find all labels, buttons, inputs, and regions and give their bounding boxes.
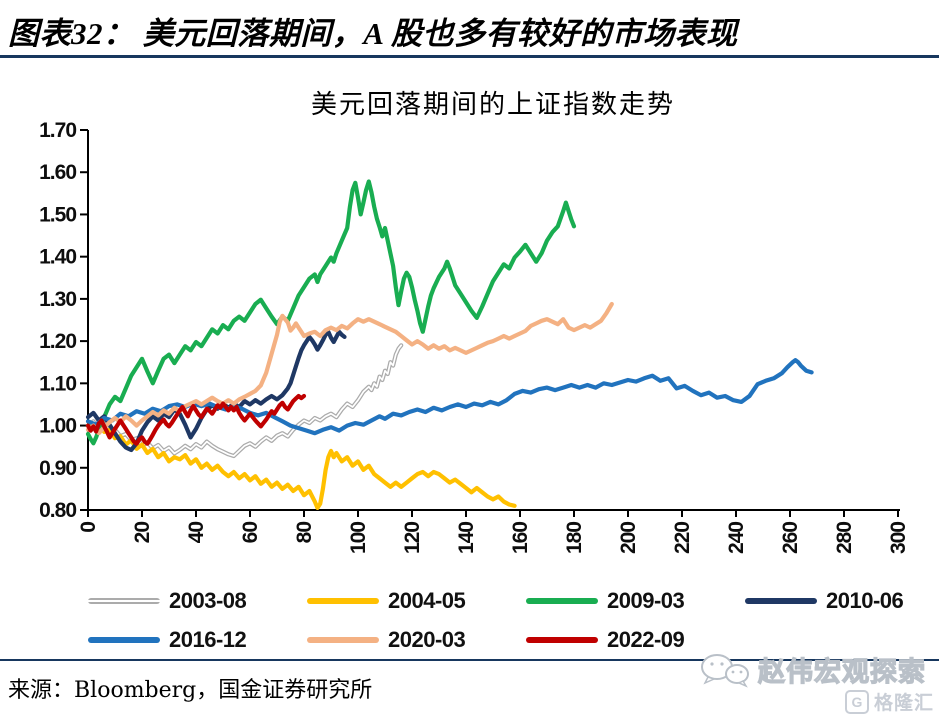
svg-text:40: 40	[185, 522, 208, 544]
chart-title: 美元回落期间的上证指数走势	[310, 90, 675, 120]
legend-label: 2016-12	[169, 627, 247, 652]
chart-legend: 2003-08 2004-05 2009-03 2010-06 2016-12 2020-…	[0, 588, 939, 658]
legend-swatch	[88, 598, 160, 604]
svg-text:20: 20	[131, 522, 154, 544]
svg-text:260: 260	[779, 522, 802, 554]
legend-item-2004-05: 2004-05	[307, 588, 466, 614]
svg-text:1.40: 1.40	[39, 246, 76, 269]
svg-text:0.80: 0.80	[39, 499, 76, 522]
legend-item-2020-03: 2020-03	[307, 627, 466, 653]
svg-text:1.10: 1.10	[39, 372, 76, 395]
legend-swatch	[526, 637, 598, 643]
legend-label: 2003-08	[169, 588, 247, 613]
legend-swatch	[745, 598, 817, 604]
legend-label: 2009-03	[607, 588, 685, 613]
svg-text:240: 240	[725, 522, 748, 554]
watermark-badge: 赵伟宏观探索	[698, 650, 926, 689]
svg-text:1.30: 1.30	[39, 288, 76, 311]
svg-text:280: 280	[833, 522, 856, 554]
svg-text:100: 100	[347, 522, 370, 554]
svg-text:80: 80	[293, 522, 316, 544]
svg-text:160: 160	[509, 522, 532, 554]
wechat-icon	[701, 653, 749, 688]
legend-label: 2020-03	[388, 627, 466, 652]
legend-item-2022-09: 2022-09	[526, 627, 685, 653]
svg-text:1.20: 1.20	[39, 330, 76, 353]
legend-swatch	[307, 637, 379, 643]
svg-text:0.90: 0.90	[39, 457, 76, 480]
svg-text:0: 0	[77, 522, 100, 533]
page-title: 图表32： 美元回落期间，A 股也多有较好的市场表现	[8, 16, 738, 51]
legend-label: 2010-06	[826, 588, 904, 613]
svg-text:1.70: 1.70	[39, 119, 76, 142]
svg-text:60: 60	[239, 522, 262, 544]
svg-text:120: 120	[401, 522, 424, 554]
legend-item-2009-03: 2009-03	[526, 588, 685, 614]
gelonghui-icon: G	[845, 689, 869, 714]
legend-swatch	[526, 598, 598, 604]
svg-text:1.60: 1.60	[39, 161, 76, 184]
title-divider	[0, 55, 939, 58]
legend-item-2010-06: 2010-06	[745, 588, 904, 614]
legend-swatch	[88, 637, 160, 643]
source-note: 来源：Bloomberg，国金证券研究所	[8, 678, 373, 703]
svg-text:200: 200	[617, 522, 640, 554]
svg-text:140: 140	[455, 522, 478, 554]
gelonghui-logo: G 格隆汇	[845, 688, 934, 715]
svg-text:220: 220	[671, 522, 694, 554]
gelonghui-text: 格隆汇	[874, 693, 935, 714]
svg-text:300: 300	[887, 522, 910, 554]
legend-item-2003-08: 2003-08	[88, 588, 247, 614]
watermark-text: 赵伟宏观探索	[757, 656, 926, 687]
legend-label: 2022-09	[607, 627, 685, 652]
legend-swatch	[307, 598, 379, 604]
svg-text:180: 180	[563, 522, 586, 554]
svg-text:1.50: 1.50	[39, 203, 76, 226]
legend-item-2016-12: 2016-12	[88, 627, 247, 653]
legend-label: 2004-05	[388, 588, 466, 613]
svg-text:1.00: 1.00	[39, 415, 76, 438]
footer-divider	[0, 659, 939, 661]
